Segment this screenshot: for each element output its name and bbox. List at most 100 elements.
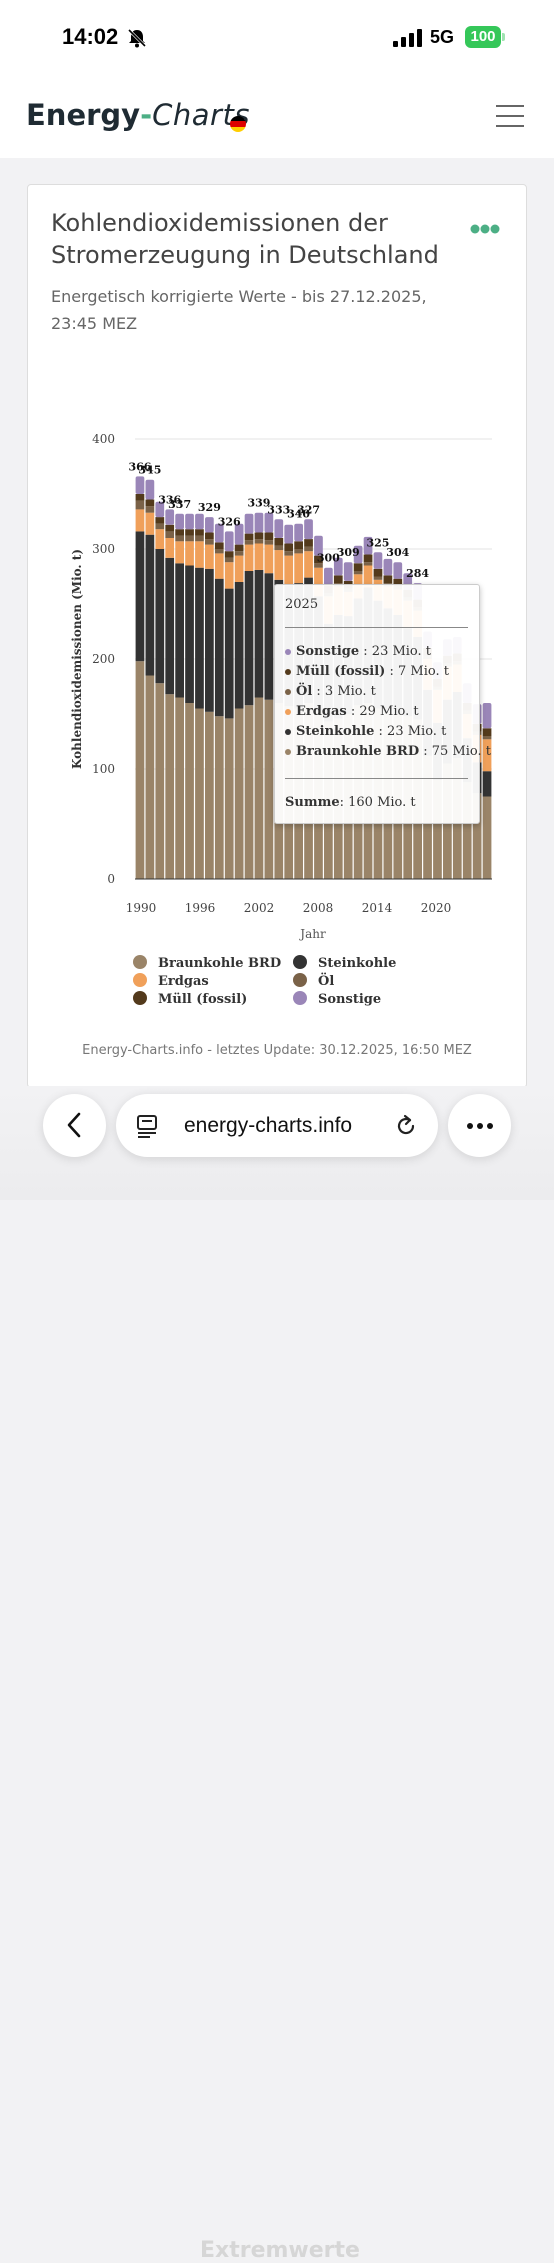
bar-1992-steinkohle[interactable] (155, 549, 165, 684)
bar-2008-muell[interactable] (314, 555, 323, 564)
bar-2014-muell[interactable] (373, 568, 383, 577)
bar-2008-sonstige[interactable] (314, 535, 323, 556)
bar-1999-sonstige[interactable] (224, 531, 234, 552)
bar-2003-muell[interactable] (264, 532, 274, 541)
bar-1991-oel[interactable] (145, 506, 155, 513)
bar-2004-muell[interactable] (274, 538, 284, 546)
bar-1994-muell[interactable] (175, 529, 184, 536)
bar-1992-sonstige[interactable] (155, 501, 165, 518)
bar-1995-muell[interactable] (185, 529, 194, 536)
bar-2009-sonstige[interactable] (324, 567, 333, 586)
bar-2025-oel[interactable] (482, 736, 492, 740)
bar-1999-erdgas[interactable] (224, 562, 234, 589)
legend-item-steinkohle[interactable]: Steinkohle (293, 955, 396, 971)
bar-2001-erdgas[interactable] (244, 544, 254, 571)
bar-group-1993[interactable] (165, 509, 175, 879)
bar-1997-steinkohle[interactable] (205, 568, 214, 712)
bar-1993-steinkohle[interactable] (165, 557, 175, 695)
bar-1999-steinkohle[interactable] (224, 588, 234, 719)
bar-2005-sonstige[interactable] (284, 524, 294, 544)
bar-1994-braunkohle[interactable] (175, 697, 184, 880)
bar-1990-steinkohle[interactable] (135, 531, 145, 662)
bar-2005-oel[interactable] (284, 551, 294, 556)
bar-1991-sonstige[interactable] (145, 479, 155, 500)
legend-item-braunkohle[interactable]: Braunkohle BRD (133, 955, 281, 971)
bar-group-2002[interactable] (254, 512, 264, 879)
bar-1995-erdgas[interactable] (185, 541, 194, 566)
bar-group-1996[interactable] (195, 513, 204, 879)
bar-2016-sonstige[interactable] (393, 562, 403, 579)
bar-1998-steinkohle[interactable] (214, 578, 224, 717)
reload-icon[interactable] (394, 1114, 418, 1138)
bar-2001-oel[interactable] (244, 540, 254, 545)
bar-1990-erdgas[interactable] (135, 509, 145, 532)
address-bar[interactable]: energy-charts.info (116, 1094, 438, 1157)
bar-2025-steinkohle[interactable] (482, 771, 492, 797)
bar-1999-muell[interactable] (224, 551, 234, 558)
bar-2023-braunkohle[interactable] (462, 782, 472, 879)
bar-2007-erdgas[interactable] (304, 551, 313, 578)
bar-2002-muell[interactable] (254, 532, 264, 540)
bar-2025-muell[interactable] (482, 728, 492, 736)
bar-1995-sonstige[interactable] (185, 513, 194, 530)
bar-1992-erdgas[interactable] (155, 529, 165, 549)
bar-1990-sonstige[interactable] (135, 476, 145, 494)
legend-item-sonstige[interactable]: Sonstige (293, 991, 381, 1007)
legend-item-erdgas[interactable]: Erdgas (133, 973, 209, 989)
bar-2000-muell[interactable] (234, 544, 244, 552)
bar-2012-oel[interactable] (353, 571, 363, 575)
back-button[interactable] (43, 1094, 106, 1157)
bar-1996-sonstige[interactable] (195, 513, 204, 530)
legend-item-muell[interactable]: Müll (fossil) (133, 991, 247, 1007)
bar-group-1999[interactable] (224, 531, 234, 879)
bar-2013-sonstige[interactable] (363, 536, 373, 555)
bar-1991-muell[interactable] (145, 499, 155, 507)
bar-2007-sonstige[interactable] (304, 519, 313, 540)
bar-group-1992[interactable] (155, 501, 165, 879)
bar-1998-sonstige[interactable] (214, 523, 224, 543)
bar-2013-muell[interactable] (363, 554, 373, 563)
bar-1990-oel[interactable] (135, 500, 145, 510)
bar-1998-muell[interactable] (214, 542, 224, 549)
bar-2002-steinkohle[interactable] (254, 569, 264, 698)
bar-2003-oel[interactable] (264, 540, 274, 545)
legend-item-oel[interactable]: Öl (293, 972, 334, 989)
bar-2005-muell[interactable] (284, 543, 294, 552)
bar-1996-oel[interactable] (195, 535, 204, 542)
bar-group-1990[interactable] (135, 476, 145, 879)
bar-1998-braunkohle[interactable] (214, 716, 224, 879)
bar-2000-erdgas[interactable] (234, 555, 244, 582)
bar-group-1991[interactable] (145, 479, 155, 880)
bar-1994-erdgas[interactable] (175, 541, 184, 564)
bar-2010-sonstige[interactable] (333, 557, 343, 576)
bar-2008-oel[interactable] (314, 563, 323, 568)
bar-1996-steinkohle[interactable] (195, 567, 204, 709)
browser-more-button[interactable] (448, 1094, 511, 1157)
bar-1999-braunkohle[interactable] (224, 718, 234, 879)
bar-2000-sonstige[interactable] (234, 523, 244, 545)
bar-2025-braunkohle[interactable] (482, 796, 492, 880)
bar-2003-sonstige[interactable] (264, 512, 274, 533)
bar-2003-erdgas[interactable] (264, 544, 274, 574)
bar-2001-sonstige[interactable] (244, 513, 254, 534)
bar-2010-muell[interactable] (333, 575, 343, 584)
bar-2006-oel[interactable] (294, 549, 303, 554)
bar-group-2025[interactable] (482, 703, 492, 880)
bar-2012-sonstige[interactable] (353, 545, 363, 564)
bar-2003-steinkohle[interactable] (264, 573, 274, 700)
bar-2012-muell[interactable] (353, 563, 363, 571)
bar-1991-braunkohle[interactable] (145, 675, 155, 880)
bar-2000-oel[interactable] (234, 551, 244, 556)
bar-2001-steinkohle[interactable] (244, 571, 254, 706)
bar-2002-oel[interactable] (254, 539, 264, 544)
bar-2000-steinkohle[interactable] (234, 582, 244, 709)
bar-1998-oel[interactable] (214, 549, 224, 554)
bar-2002-sonstige[interactable] (254, 512, 264, 533)
bar-1996-muell[interactable] (195, 529, 204, 536)
bar-1991-steinkohle[interactable] (145, 534, 155, 676)
bar-group-1994[interactable] (175, 513, 184, 880)
more-options-icon[interactable] (470, 223, 500, 235)
bar-1998-erdgas[interactable] (214, 553, 224, 579)
bar-2025-sonstige[interactable] (482, 703, 492, 729)
bar-2008-erdgas[interactable] (314, 567, 323, 597)
